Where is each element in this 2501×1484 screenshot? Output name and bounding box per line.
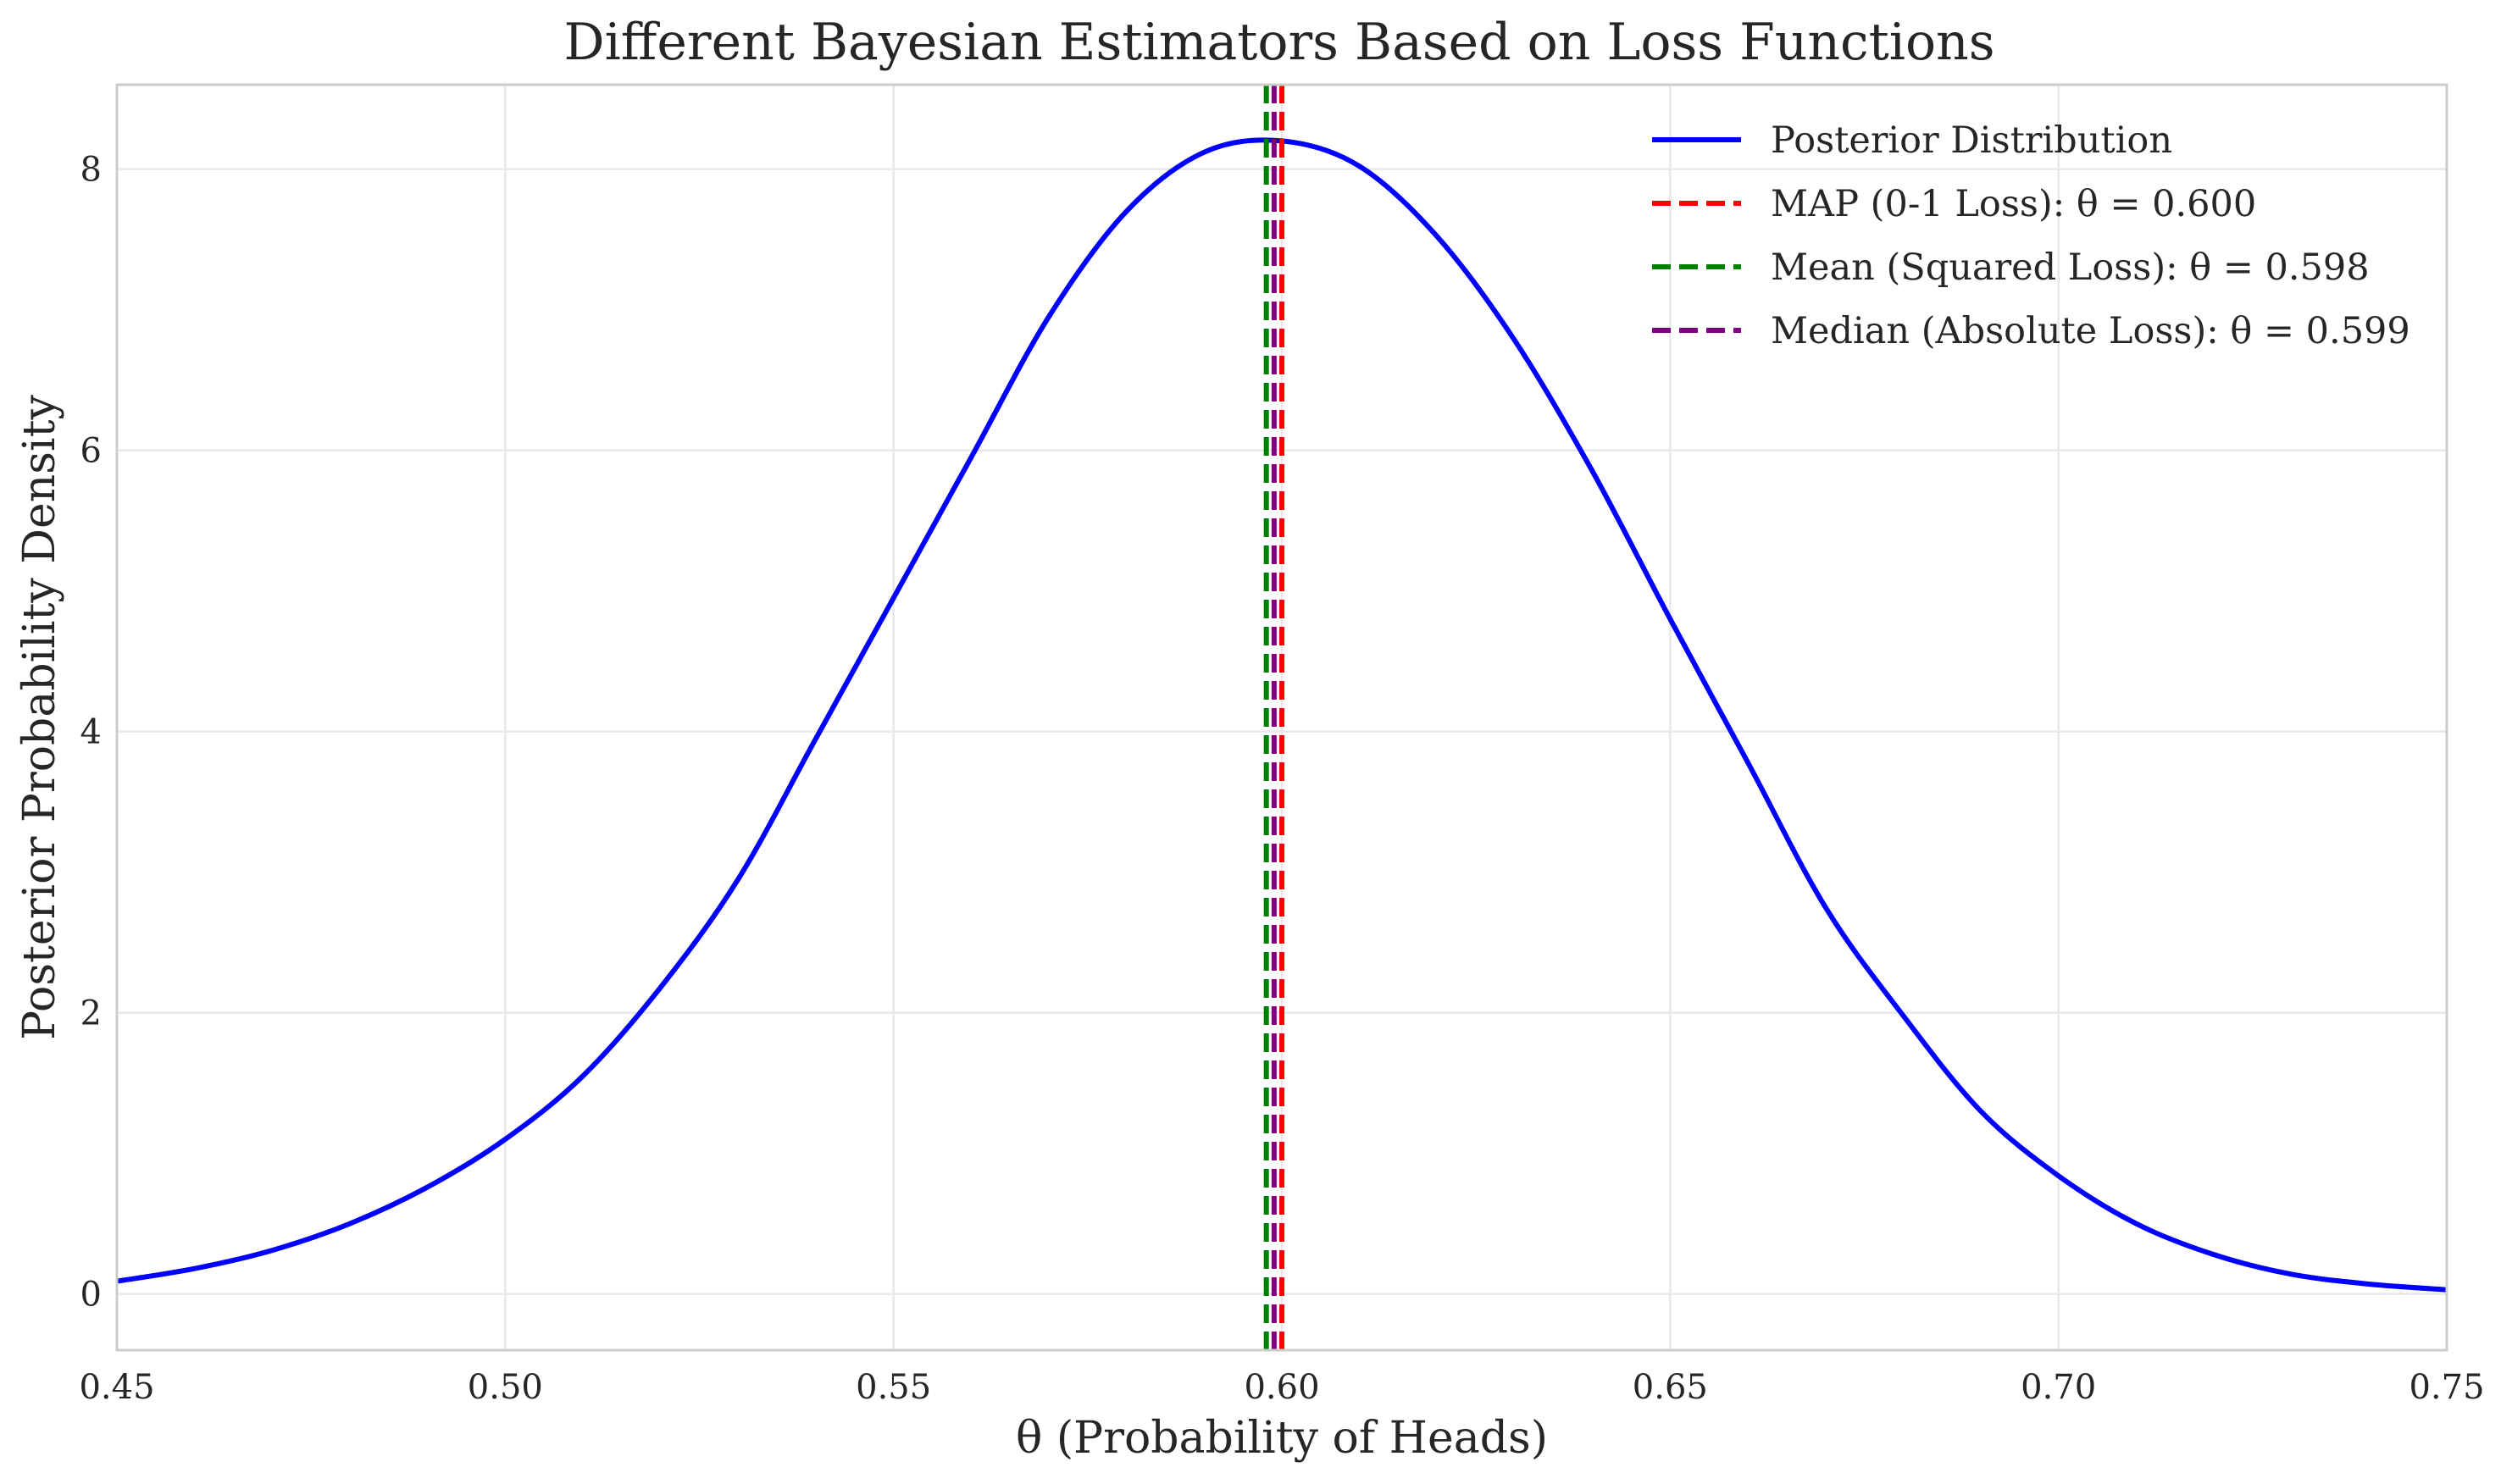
x-tick-label: 0.70 [2021,1368,2096,1407]
x-tick-label: 0.65 [1633,1368,1708,1407]
legend-label: Mean (Squared Loss): θ = 0.598 [1771,246,2370,289]
legend-label: Posterior Distribution [1771,119,2172,162]
y-tick-label: 8 [80,151,102,190]
series-layer [117,85,2447,1350]
y-tick-label: 2 [80,994,102,1033]
y-tick-labels: 0 2 4 6 8 [80,151,102,1315]
x-tick-label: 0.75 [2409,1368,2484,1407]
y-tick-label: 0 [80,1276,102,1315]
x-axis-label: θ (Probability of Heads) [1016,1413,1548,1464]
x-tick-labels: 0.45 0.50 0.55 0.60 0.65 0.70 0.75 [79,1368,2484,1407]
y-tick-label: 6 [80,432,102,471]
y-tick-label: 4 [80,713,102,752]
plot-frame [115,83,2448,1352]
x-tick-label: 0.45 [79,1368,154,1407]
x-tick-label: 0.50 [468,1368,543,1407]
chart-title: Different Bayesian Estimators Based on L… [564,13,1995,72]
legend: Posterior Distribution MAP (0-1 Loss): θ … [1652,119,2410,352]
legend-label: Median (Absolute Loss): θ = 0.599 [1771,310,2410,352]
x-tick-label: 0.55 [856,1368,931,1407]
legend-label: MAP (0-1 Loss): θ = 0.600 [1771,183,2256,225]
y-axis-label: Posterior Probability Density [14,395,65,1040]
x-tick-label: 0.60 [1244,1368,1319,1407]
